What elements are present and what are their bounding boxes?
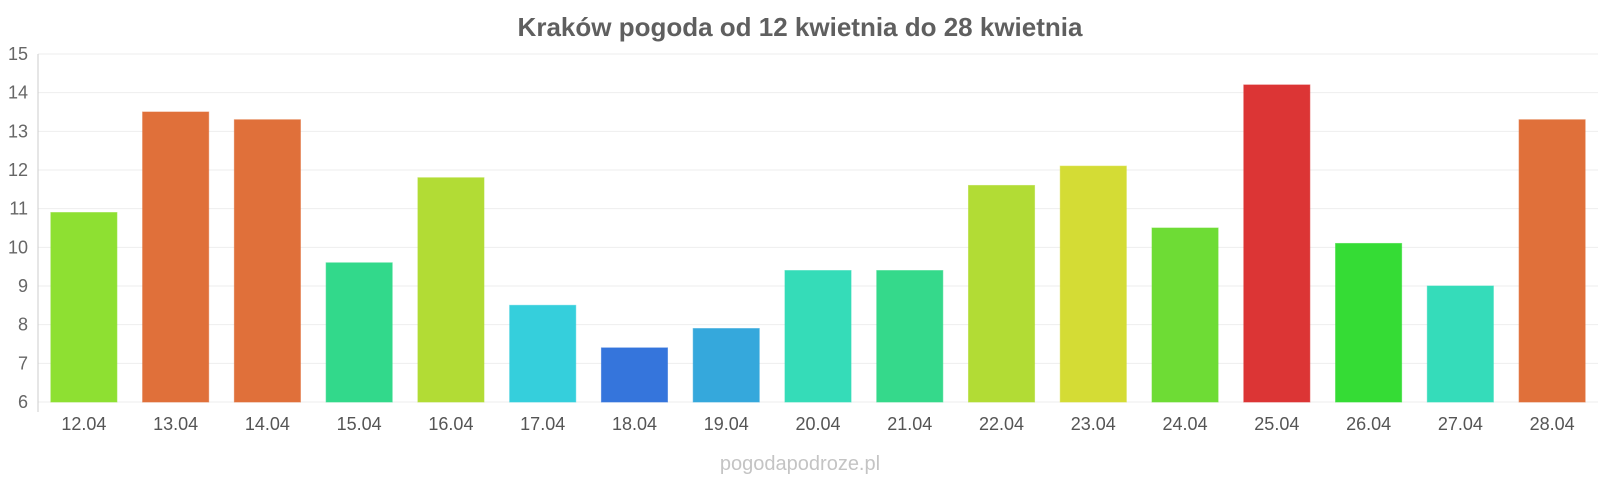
bar-13.04 <box>142 111 210 403</box>
x-tick-label: 24.04 <box>1163 414 1208 434</box>
x-tick-label: 15.04 <box>337 414 382 434</box>
bar-22.04 <box>967 184 1036 403</box>
bar-20.04 <box>784 270 852 403</box>
x-tick-label: 17.04 <box>520 414 565 434</box>
bar-24.04 <box>1151 227 1219 403</box>
bar-19.04 <box>692 328 760 403</box>
y-tick-label: 15 <box>8 44 28 64</box>
y-tick-label: 13 <box>8 121 28 141</box>
bar-16.04 <box>417 177 485 403</box>
y-tick-label: 11 <box>9 199 28 219</box>
bar-18.04 <box>600 347 669 403</box>
bar-26.04 <box>1335 242 1403 403</box>
bar-27.04 <box>1426 285 1494 403</box>
x-tick-label: 12.04 <box>61 414 106 434</box>
y-tick-label: 7 <box>18 353 28 373</box>
y-axis-ticks: 6 7 8 9 10 11 12 13 14 15 <box>8 44 28 412</box>
bar-25.04 <box>1243 84 1311 403</box>
bars <box>50 84 1586 403</box>
bar-15.04 <box>325 262 393 403</box>
y-tick-label: 12 <box>8 160 28 180</box>
x-tick-label: 28.04 <box>1530 414 1575 434</box>
bar-21.04 <box>876 270 944 403</box>
x-tick-label: 21.04 <box>887 414 932 434</box>
x-tick-label: 19.04 <box>704 414 749 434</box>
y-tick-label: 10 <box>8 237 28 257</box>
bar-14.04 <box>233 119 301 403</box>
y-tick-label: 14 <box>8 83 28 103</box>
x-tick-label: 20.04 <box>795 414 840 434</box>
x-tick-label: 14.04 <box>245 414 290 434</box>
x-tick-label: 26.04 <box>1346 414 1391 434</box>
x-tick-label: 16.04 <box>428 414 473 434</box>
bar-17.04 <box>509 304 577 403</box>
y-tick-label: 6 <box>18 392 28 412</box>
x-tick-label: 18.04 <box>612 414 657 434</box>
x-tick-label: 13.04 <box>153 414 198 434</box>
x-tick-label: 23.04 <box>1071 414 1116 434</box>
watermark: pogodapodroze.pl <box>720 453 880 475</box>
bar-23.04 <box>1059 165 1127 403</box>
x-tick-label: 27.04 <box>1438 414 1483 434</box>
chart-title: Kraków pogoda od 12 kwietnia do 28 kwiet… <box>518 12 1083 42</box>
x-axis-ticks: 12.04 13.04 14.04 15.04 16.04 17.04 18.04 19.04… <box>61 414 1574 434</box>
x-tick-label: 25.04 <box>1254 414 1299 434</box>
bar-28.04 <box>1518 119 1586 403</box>
bar-12.04 <box>50 212 118 403</box>
y-tick-label: 8 <box>18 315 28 335</box>
x-tick-label: 22.04 <box>979 414 1024 434</box>
y-tick-label: 9 <box>18 276 28 296</box>
